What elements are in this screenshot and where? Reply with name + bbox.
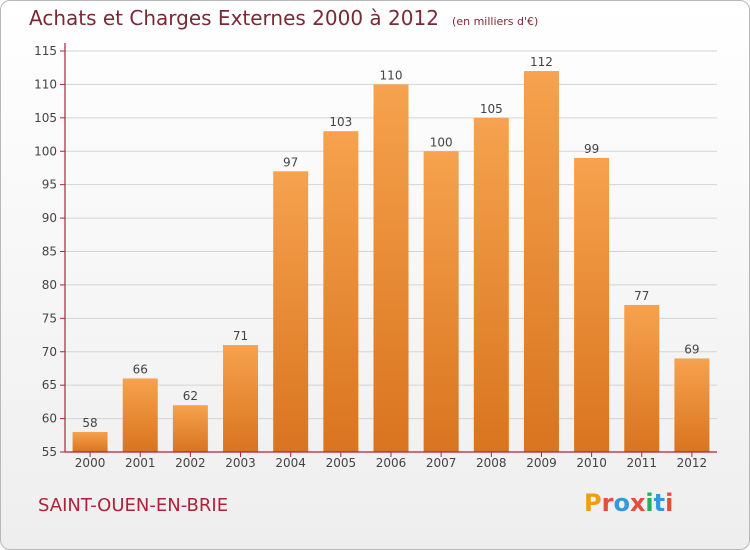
- x-tick-label: 2011: [626, 456, 657, 470]
- bar-value-label: 69: [684, 342, 699, 356]
- y-tick-label: 65: [42, 378, 57, 392]
- bar: [72, 431, 108, 452]
- bar-value-label: 77: [634, 289, 649, 303]
- chart-title-block: Achats et Charges Externes 2000 à 2012 (…: [29, 6, 538, 30]
- bar-value-label: 99: [584, 142, 599, 156]
- chart-title: Achats et Charges Externes 2000 à 2012: [29, 6, 439, 30]
- bar: [273, 171, 309, 453]
- bar-value-label: 71: [233, 329, 248, 343]
- bar-value-label: 112: [530, 55, 553, 69]
- bar-value-label: 100: [430, 135, 453, 149]
- bar: [423, 151, 459, 452]
- logo-letter: x: [629, 489, 646, 517]
- bar-value-label: 110: [380, 68, 403, 82]
- x-tick-label: 2004: [275, 456, 306, 470]
- y-tick-label: 115: [34, 44, 57, 58]
- y-tick-label: 100: [34, 144, 57, 158]
- x-tick-label: 2008: [476, 456, 507, 470]
- x-tick-label: 2005: [326, 456, 357, 470]
- commune-name: SAINT-OUEN-EN-BRIE: [38, 495, 229, 516]
- y-tick-label: 105: [34, 111, 57, 125]
- bar: [172, 405, 208, 452]
- bar: [523, 71, 559, 453]
- x-tick-label: 2001: [125, 456, 156, 470]
- bar-value-label: 103: [329, 115, 352, 129]
- bar-value-label: 97: [283, 155, 298, 169]
- bar-value-label: 62: [183, 389, 198, 403]
- bar-value-label: 105: [480, 102, 503, 116]
- bar: [122, 378, 158, 452]
- y-tick-label: 110: [34, 77, 57, 91]
- x-tick-label: 2000: [75, 456, 106, 470]
- y-tick-label: 80: [42, 278, 57, 292]
- logo-letter: i: [665, 489, 674, 517]
- bar-value-label: 66: [133, 362, 148, 376]
- x-tick-label: 2002: [175, 456, 206, 470]
- x-tick-label: 2006: [376, 456, 407, 470]
- logo-letter: o: [613, 489, 630, 517]
- proxiti-logo: Proxiti: [584, 489, 673, 517]
- x-tick-label: 2009: [526, 456, 557, 470]
- x-tick-label: 2007: [426, 456, 457, 470]
- logo-letter: r: [601, 489, 614, 517]
- bar: [574, 157, 610, 452]
- x-tick-label: 2012: [677, 456, 708, 470]
- bar: [473, 117, 509, 452]
- bar: [674, 358, 710, 452]
- bar: [223, 345, 259, 452]
- y-tick-label: 95: [42, 178, 57, 192]
- y-tick-label: 90: [42, 211, 57, 225]
- logo-letter: i: [645, 489, 654, 517]
- bar: [373, 84, 409, 453]
- x-tick-label: 2010: [576, 456, 607, 470]
- bar-value-label: 58: [82, 416, 97, 430]
- bar: [624, 304, 660, 452]
- logo-letter: P: [584, 489, 602, 517]
- y-tick-label: 60: [42, 412, 57, 426]
- y-tick-label: 85: [42, 245, 57, 259]
- x-tick-label: 2003: [225, 456, 256, 470]
- logo-letter: t: [653, 489, 666, 517]
- chart-unit: (en milliers d'€): [452, 15, 539, 28]
- y-tick-label: 75: [42, 311, 57, 325]
- y-tick-label: 55: [42, 445, 57, 459]
- bar: [323, 131, 359, 452]
- y-tick-label: 70: [42, 345, 57, 359]
